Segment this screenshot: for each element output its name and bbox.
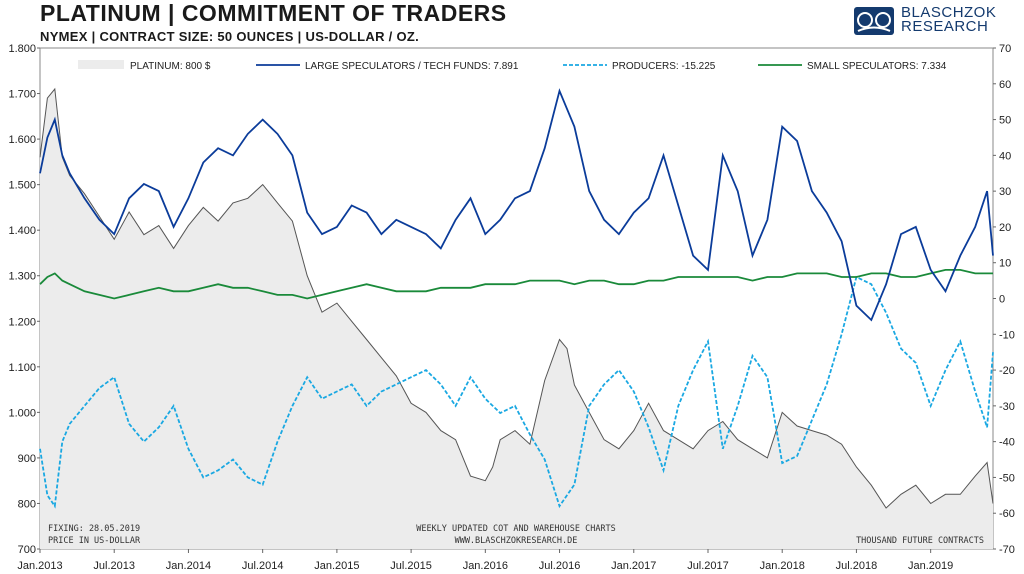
right-tick-label: 50 [999,115,1011,127]
right-tick-label: 10 [999,258,1011,270]
right-tick-label: -70 [999,544,1015,556]
left-tick-label: 800 [18,498,36,510]
left-tick-label: 1.800 [8,43,36,55]
right-tick-label: -40 [999,437,1015,449]
x-tick-label: Jan.2015 [314,560,359,572]
right-tick-label: 70 [999,43,1011,55]
x-tick-label: Jan.2016 [463,560,508,572]
x-tick-label: Jan.2017 [611,560,656,572]
right-tick-label: -10 [999,329,1015,341]
legend-label-large: LARGE SPECULATORS / TECH FUNDS: 7.891 [305,61,519,72]
company-logo: BLASCHZOK RESEARCH [853,4,1013,38]
legend-label-producers: PRODUCERS: -15.225 [612,61,716,72]
left-tick-label: 1.100 [8,362,36,374]
footer-center-2: WWW.BLASCHZOKRESEARCH.DE [455,536,578,546]
logo-line-1: BLASCHZOK [901,4,997,21]
large-speculators-line [39,88,994,322]
legend-label-small: SMALL SPECULATORS: 7.334 [807,61,947,72]
price-line [39,87,994,509]
footer-fixing: FIXING: 28.05.2019 [48,524,140,534]
footer-right-unit: THOUSAND FUTURE CONTRACTS [856,536,984,546]
logo-line-2: RESEARCH [901,18,989,35]
legend-swatch-price [78,60,124,69]
footer-center-1: WEEKLY UPDATED COT AND WAREHOUSE CHARTS [416,524,616,534]
footer-price-unit: PRICE IN US-DOLLAR [48,536,141,546]
right-tick-label: 40 [999,150,1011,162]
small-speculators-line [39,269,993,300]
left-tick-label: 1.600 [8,134,36,146]
right-tick-label: -30 [999,401,1015,413]
left-tick-label: 1.700 [8,89,36,101]
x-tick-label: Jul.2013 [93,560,135,572]
left-tick-label: 1.500 [8,180,36,192]
right-tick-label: 60 [999,79,1011,91]
x-tick-label: Jul.2014 [242,560,284,572]
left-tick-label: 900 [18,453,36,465]
x-tick-label: Jan.2018 [760,560,805,572]
right-tick-label: -50 [999,472,1015,484]
chart-subtitle: NYMEX | CONTRACT SIZE: 50 OUNCES | US-DO… [40,29,420,44]
logo-text: BLASCHZOK RESEARCH [901,4,997,35]
x-tick-label: Jan.2013 [17,560,62,572]
left-tick-label: 1.000 [8,407,36,419]
right-tick-label: 30 [999,186,1011,198]
right-tick-label: -60 [999,508,1015,520]
x-tick-label: Jan.2014 [166,560,211,572]
producers-line [39,275,994,509]
x-tick-label: Jul.2017 [687,560,729,572]
x-tick-label: Jul.2016 [539,560,581,572]
left-tick-label: 1.300 [8,271,36,283]
x-tick-label: Jan.2019 [908,560,953,572]
left-tick-label: 1.200 [8,316,36,328]
right-tick-label: 20 [999,222,1011,234]
left-tick-label: 1.400 [8,225,36,237]
chart-title: PLATINUM | COMMITMENT OF TRADERS [40,0,507,26]
right-tick-label: 0 [999,294,1005,306]
logo-emblem-icon [854,7,894,35]
x-tick-label: Jul.2015 [390,560,432,572]
left-tick-label: 700 [18,544,36,556]
x-tick-label: Jul.2018 [836,560,878,572]
legend-label-price: PLATINUM: 800 $ [130,61,211,72]
right-tick-label: -20 [999,365,1015,377]
